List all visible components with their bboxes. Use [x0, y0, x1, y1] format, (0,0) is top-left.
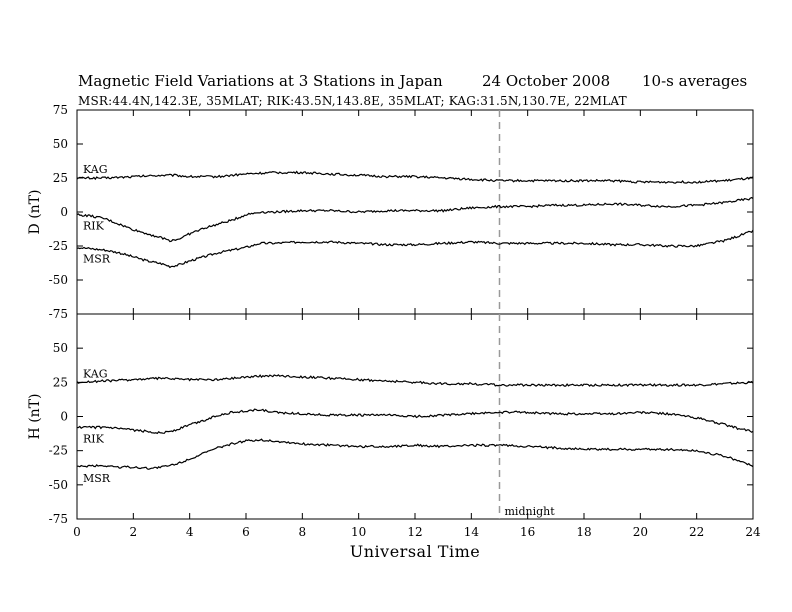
x-tick-label: 6 — [242, 525, 250, 539]
x-tick-label: 2 — [130, 525, 138, 539]
chart-title: Magnetic Field Variations at 3 Stations … — [78, 72, 443, 90]
series-line-kag — [76, 170, 754, 184]
series-line-rik — [76, 196, 754, 243]
x-tick-label: 18 — [576, 525, 591, 539]
series-line-rik — [76, 408, 754, 435]
x-tick-label: 24 — [745, 525, 761, 539]
series-label-rik: RIK — [83, 220, 105, 233]
series-line-kag — [76, 374, 754, 388]
y-tick-label: 50 — [53, 137, 68, 151]
series-label-msr: MSR — [83, 472, 111, 485]
y-tick-label: -50 — [49, 478, 68, 492]
station-info: MSR:44.4N,142.3E, 35MLAT; RIK:43.5N,143.… — [78, 94, 627, 108]
y-tick-label: 0 — [60, 410, 68, 424]
chart-date: 24 October 2008 — [482, 72, 611, 90]
plot-frame-top — [76, 109, 754, 315]
x-tick-label: 14 — [464, 525, 480, 539]
y-tick-label: 75 — [53, 103, 68, 117]
x-tick-label: 4 — [186, 525, 194, 539]
x-tick-label: 0 — [73, 525, 81, 539]
x-tick-label: 10 — [351, 525, 366, 539]
series-line-msr — [76, 229, 754, 269]
y-tick-label: 25 — [53, 375, 68, 389]
x-tick-label: 20 — [633, 525, 648, 539]
series-label-kag: KAG — [83, 163, 108, 176]
y-tick-label: -25 — [49, 239, 68, 253]
y-axis-label: D (nT) — [27, 190, 43, 235]
x-tick-label: 8 — [299, 525, 307, 539]
y-axis-label: H (nT) — [27, 394, 43, 440]
y-tick-label: -75 — [49, 307, 68, 321]
x-tick-label: 22 — [689, 525, 704, 539]
series-label-kag: KAG — [83, 367, 108, 380]
midnight-label: midnight — [505, 505, 556, 518]
y-tick-label: 50 — [53, 341, 68, 355]
y-tick-label: -75 — [49, 512, 68, 526]
y-tick-label: -25 — [49, 444, 68, 458]
y-tick-label: -50 — [49, 273, 68, 287]
x-tick-label: 16 — [520, 525, 535, 539]
x-axis-label: Universal Time — [350, 542, 480, 561]
x-tick-label: 12 — [407, 525, 422, 539]
y-tick-label: 25 — [53, 171, 68, 185]
series-line-msr — [77, 438, 754, 470]
series-label-msr: MSR — [83, 252, 111, 265]
y-tick-label: 0 — [60, 205, 68, 219]
series-label-rik: RIK — [83, 432, 105, 445]
chart-averaging: 10-s averages — [642, 72, 748, 90]
